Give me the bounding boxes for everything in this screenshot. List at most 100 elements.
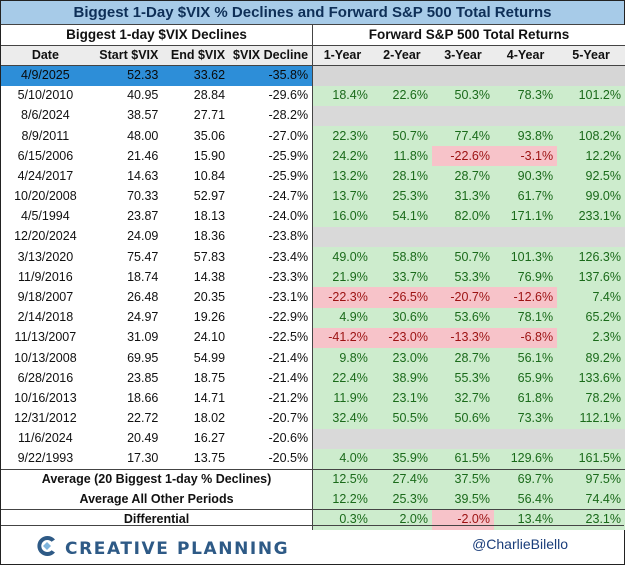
table-row: 10/20/2008 70.33 52.97 -24.7% 13.7% 25.3% 31.3… [1,186,625,207]
date-cell: 11/13/2007 [14,330,77,345]
return-cell-1-year: 21.9% [312,267,372,288]
return-cell-3-year [431,428,494,449]
return-cell-2-year: 23.1% [371,388,432,409]
summary-return-1-year: 12.2% [312,489,372,510]
creative-planning-logo-icon [35,534,59,563]
start-vix-cell: 38.57 [127,108,159,123]
return-cell-3-year: 53.3% [431,267,494,288]
summary-return-4-year: 69.7% [493,468,558,490]
return-cell-1-year: -22.3% [312,287,372,308]
table-row: 8/9/2011 48.00 35.06 -27.0% 22.3% 50.7% 77.4% 9… [1,125,625,147]
return-cell-5-year [557,428,625,449]
column-header-date: Date [1,45,90,66]
column-header-end-vix: End $VIX [162,45,230,66]
return-cell-1-year: 4.0% [312,448,372,470]
summary-return-5-year: 74.4% [557,489,625,510]
left-section-title: Biggest 1-day $VIX Declines [1,25,313,46]
date-cell: 12/31/2012 [14,411,77,426]
start-vix-cell: 26.48 [127,290,159,305]
return-cell-4-year [493,105,558,126]
return-cell-2-year: 35.9% [371,448,432,470]
return-cell-3-year: 53.6% [431,307,494,328]
table-row: 11/6/2024 20.49 16.27 -20.6% [1,428,625,449]
start-vix-cell: 20.49 [127,431,159,446]
return-cell-5-year: 78.2% [557,388,625,409]
return-cell-4-year: 56.1% [493,348,558,369]
return-cell-3-year: 50.3% [431,85,494,106]
return-cell-5-year: 161.5% [557,448,625,470]
return-cell-1-year: 24.2% [312,146,372,167]
summary-row: Average All Other Periods 12.2% 25.3% 39.5%… [1,489,625,510]
summary-return-2-year: 25.3% [371,489,432,510]
summary-label: Average All Other Periods [79,491,234,506]
date-cell: 6/15/2006 [17,148,74,163]
brand: CREATIVE PLANNING [35,534,289,563]
return-cell-2-year: 28.1% [371,166,432,187]
table-row: 2/14/2018 24.97 19.26 -22.9% 4.9% 30.6% 53.6% 7… [1,307,625,328]
table-row: 6/28/2016 23.85 18.75 -21.4% 22.4% 38.9% 55.3%… [1,368,625,389]
end-vix-cell: 24.10 [193,330,226,345]
summary-label: Average (20 Biggest 1-day % Declines) [1,468,313,490]
return-cell-5-year: 108.2% [557,125,625,147]
return-cell-5-year: 99.0% [557,186,625,207]
start-vix-cell: 52.33 [89,65,163,86]
date-cell: 11/6/2024 [18,431,73,446]
summary-row: Differential 0.3% 2.0% -2.0% 13.4% 23.1% [1,508,625,530]
column-header-2-year: 2-Year [371,45,432,66]
end-vix-cell: 35.06 [193,128,226,143]
end-vix-cell: 13.75 [193,451,226,466]
return-cell-2-year: 33.7% [371,267,432,288]
column-header-5-year: 5-Year [557,45,625,66]
return-cell-5-year: 126.3% [557,247,625,268]
start-vix-cell: 23.87 [127,209,159,224]
return-cell-2-year: 22.6% [371,85,432,106]
table-row: 10/13/2008 69.95 54.99 -21.4% 9.8% 23.0% 28.7%… [1,348,625,369]
date-cell: 4/9/2025 [1,65,90,86]
end-vix-cell: 14.38 [193,269,226,284]
return-cell-5-year: 233.1% [557,206,625,227]
summary-label: Differential [1,508,313,530]
start-vix-cell: 14.63 [127,168,159,183]
return-cell-1-year: 9.8% [312,348,372,369]
return-cell-1-year: 32.4% [312,408,372,429]
summary-return-3-year: 39.5% [431,489,494,510]
return-cell-5-year: 89.2% [557,348,625,369]
summary-return-4-year: 13.4% [493,508,558,530]
start-vix-cell: 40.95 [127,88,159,103]
table-row: 6/15/2006 21.46 15.90 -25.9% 24.2% 11.8% -22.6… [1,146,625,167]
end-vix-cell: 27.71 [193,108,226,123]
start-vix-cell: 48.00 [127,128,159,143]
return-cell-2-year: 58.8% [371,247,432,268]
vix-decline-cell: -28.2% [268,108,309,123]
vix-decline-cell: -27.0% [268,128,309,143]
table-row: 10/16/2013 18.66 14.71 -21.2% 11.9% 23.1% 32.7… [1,388,625,409]
return-cell-4-year: -3.1% [493,146,558,167]
return-cell-3-year: 32.7% [431,388,494,409]
vix-decline-cell: -29.6% [268,88,309,103]
table-row: 5/10/2010 40.95 28.84 -29.6% 18.4% 22.6% 50.3%… [1,85,625,106]
vix-decline-cell: -22.5% [268,330,309,345]
summary-return-5-year: 97.5% [557,468,625,490]
author-handle: @CharlieBilello [472,536,568,552]
table-row: 11/9/2016 18.74 14.38 -23.3% 21.9% 33.7% 53.3%… [1,267,625,288]
date-cell: 8/6/2024 [21,108,70,123]
return-cell-1-year: 13.2% [312,166,372,187]
return-cell-3-year: 77.4% [431,125,494,147]
return-cell-4-year: 65.9% [493,368,558,389]
vix-decline-cell: -21.4% [268,350,309,365]
table-row: 12/20/2024 24.09 18.36 -23.8% [1,226,625,248]
return-cell-1-year: 4.9% [312,307,372,328]
vix-decline-cell: -24.0% [268,209,309,224]
return-cell-2-year [371,428,432,449]
summary-return-2-year: 27.4% [371,468,432,490]
end-vix-cell: 15.90 [193,148,226,163]
right-section-title: Forward S&P 500 Total Returns [312,25,625,46]
vix-decline-cell: -21.2% [268,390,309,405]
return-cell-4-year: 171.1% [493,206,558,227]
vix-decline-cell: -24.7% [268,189,309,204]
return-cell-3-year: 55.3% [431,368,494,389]
return-cell-4-year: 61.7% [493,186,558,207]
date-cell: 3/13/2020 [17,249,74,264]
return-cell-2-year [371,226,432,248]
return-cell-2-year: -23.0% [371,327,432,348]
